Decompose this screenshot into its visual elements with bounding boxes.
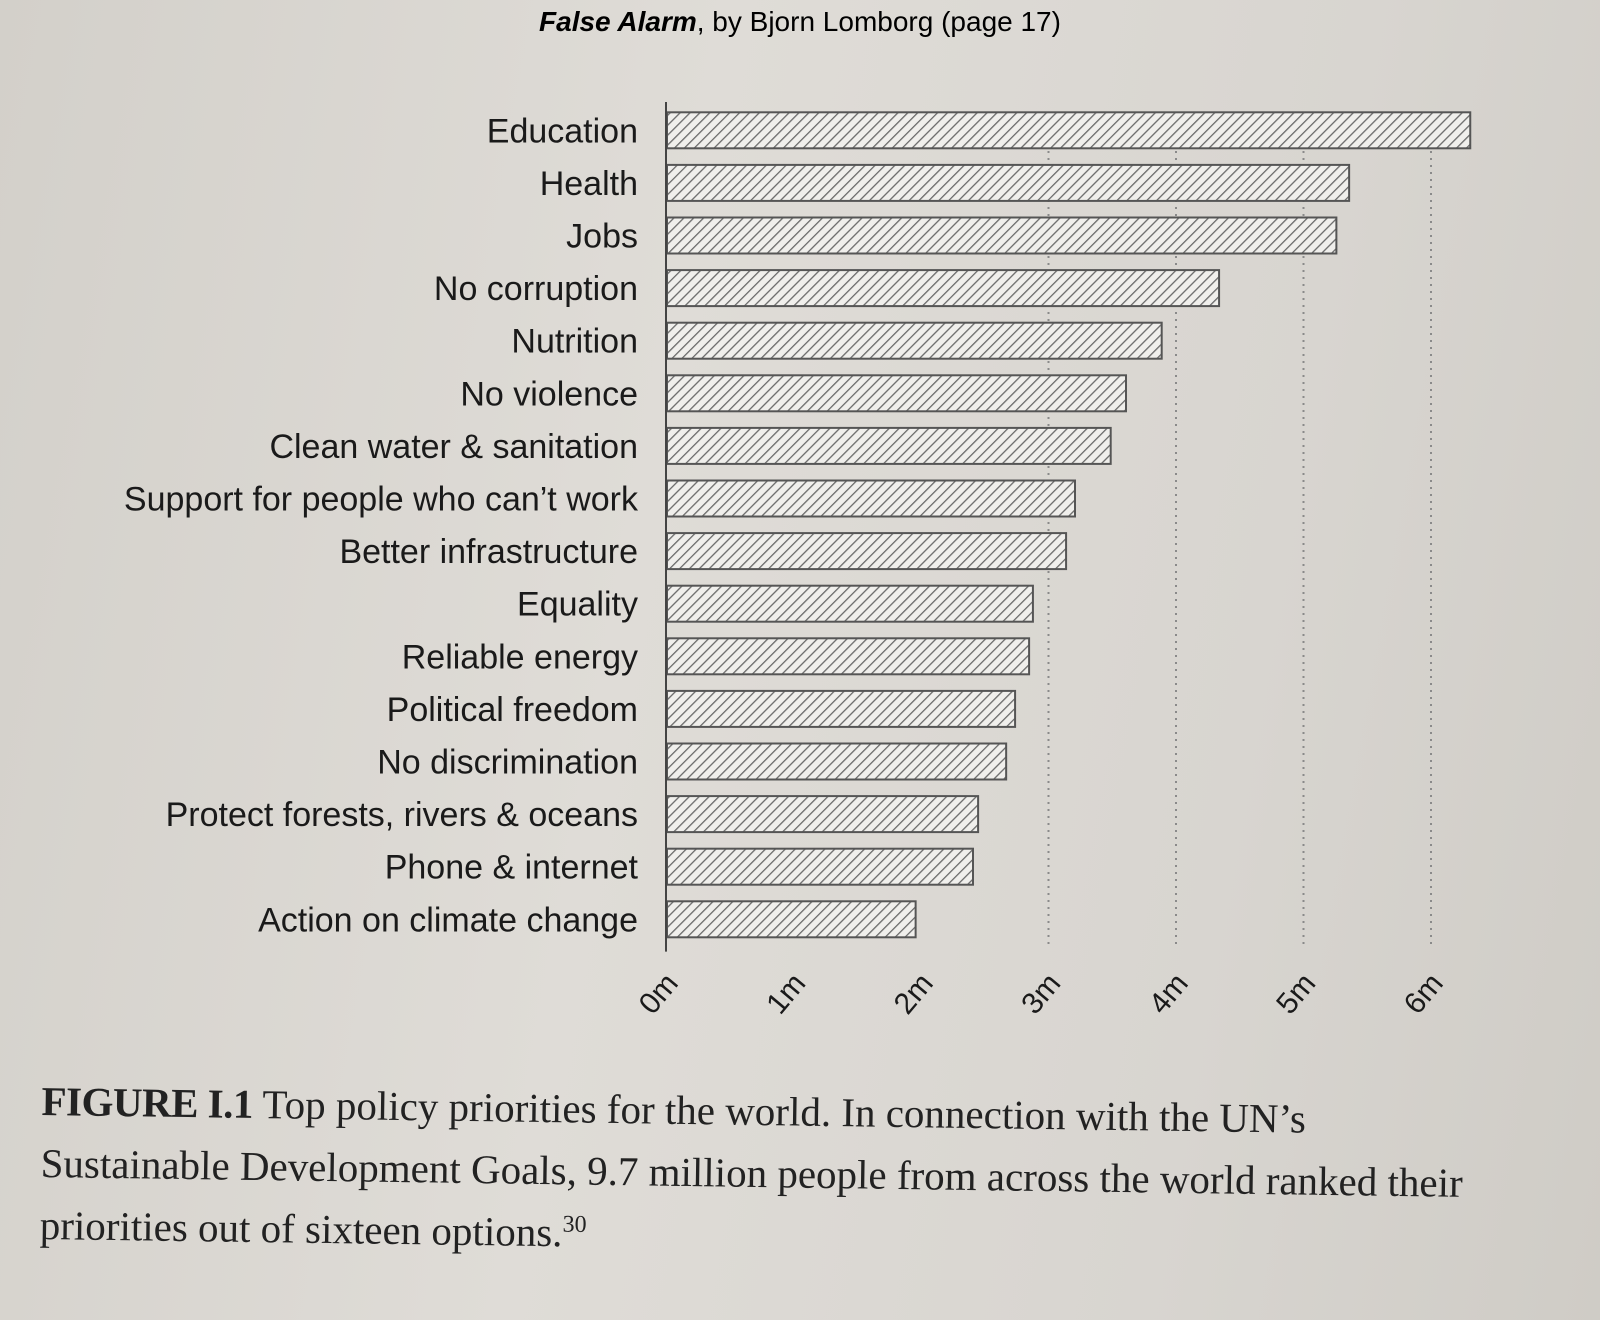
bar-no-corruption (666, 269, 1221, 308)
bar-nutrition (666, 321, 1163, 360)
x-tick-label: 5m (1270, 967, 1322, 1020)
category-label: Education (487, 112, 638, 150)
bar-no-violence (666, 374, 1127, 413)
bar-chart: Education Health Jobs No corruption Nutritio… (124, 102, 1472, 1020)
x-tick-label: 1m (760, 967, 812, 1020)
caption-text: Top policy priorities for the world. In … (39, 1080, 1464, 1256)
chart-svg: Education Health Jobs No corruption Nutritio… (124, 102, 1472, 1020)
category-labels: Education Health Jobs No corruption Nutritio… (124, 112, 639, 939)
bar-political-freedom (666, 689, 1017, 728)
bar-support-for-people-who-can-t-work (666, 479, 1076, 518)
figure-label: FIGURE I.1 (41, 1077, 254, 1127)
category-label: No violence (460, 375, 638, 413)
bar-phone-internet (666, 847, 974, 886)
bar-jobs (666, 216, 1338, 255)
figure-caption: FIGURE I.1 Top policy priorities for the… (39, 1070, 1501, 1276)
bar-protect-forests-rivers-oceans (666, 795, 980, 834)
x-tick-label: 4m (1143, 967, 1195, 1020)
category-label: Jobs (566, 218, 638, 256)
footnote-marker: 30 (562, 1211, 587, 1238)
category-label: Health (540, 165, 638, 203)
category-label: Reliable energy (402, 638, 638, 676)
bar-equality (666, 584, 1034, 623)
grid-lines (1047, 144, 1432, 946)
bar-action-on-climate-change (666, 900, 917, 939)
bar-no-discrimination (666, 742, 1008, 781)
category-label: Action on climate change (258, 901, 638, 939)
x-tick-label: 0m (633, 967, 685, 1020)
bar-better-infrastructure (666, 532, 1068, 571)
category-label: Better infrastructure (339, 533, 638, 571)
category-label: No corruption (434, 270, 638, 308)
category-label: Equality (517, 586, 638, 624)
bar-education (666, 111, 1472, 150)
x-tick-label: 3m (1015, 967, 1067, 1020)
category-label: Political freedom (387, 691, 638, 729)
category-label: Phone & internet (385, 849, 639, 887)
category-label: Protect forests, rivers & oceans (166, 796, 638, 834)
bars (666, 111, 1472, 939)
bar-health (666, 163, 1351, 202)
book-title: False Alarm (539, 6, 697, 37)
category-label: Clean water & sanitation (269, 428, 638, 466)
bar-reliable-energy (666, 637, 1031, 676)
x-tick-label: 2m (888, 967, 940, 1020)
x-tick-label: 6m (1398, 967, 1450, 1020)
category-label: Support for people who can’t work (124, 481, 639, 519)
header-rest: , by Bjorn Lomborg (page 17) (696, 6, 1061, 37)
category-label: No discrimination (377, 744, 638, 782)
bar-clean-water-sanitation (666, 426, 1112, 465)
x-tick-labels: 0m 1m 2m 3m 4m 5m 6m (633, 967, 1450, 1020)
category-label: Nutrition (511, 323, 638, 361)
page-header: False Alarm, by Bjorn Lomborg (page 17) (0, 6, 1600, 38)
